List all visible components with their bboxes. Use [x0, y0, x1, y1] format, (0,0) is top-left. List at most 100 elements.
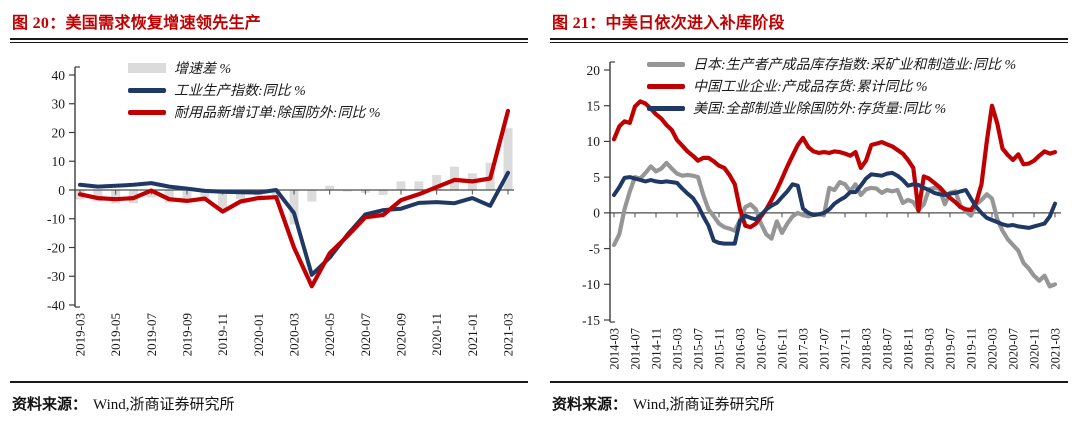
bar-0-6	[182, 190, 192, 203]
x-axis-label: 2019-03	[923, 328, 937, 370]
y-axis-label: -10	[582, 277, 600, 292]
bar-0-12	[289, 190, 299, 225]
legend-item: 工业生产指数:同比 %	[128, 79, 381, 101]
legend-item: 中国工业企业:产成品存货:累计同比 %	[647, 75, 1016, 97]
source-label: 资料来源：	[12, 397, 88, 413]
legend-swatch	[647, 105, 685, 111]
x-axis-label: 2019-05	[108, 313, 123, 356]
legend-item: 耐用品新增订单:除国防外:同比 %	[128, 101, 381, 123]
y-axis-label: -20	[47, 240, 65, 255]
legend-item: 美国:全部制造业除国防外:存货量:同比 %	[647, 97, 1016, 119]
x-axis-label: 2015-07	[692, 328, 706, 370]
legend-label: 工业生产指数:同比 %	[174, 84, 306, 99]
x-axis-label: 2020-11	[1028, 328, 1042, 369]
y-axis-label: 20	[52, 125, 66, 140]
figure-20-title: 图 20：美国需求恢复增速领先生产	[12, 15, 262, 32]
x-axis-label: 2018-07	[881, 328, 895, 370]
y-axis-label: 15	[587, 99, 601, 114]
x-axis-label: 2014-03	[608, 328, 622, 370]
title-rule-thin	[10, 42, 528, 43]
x-axis-label: 2019-03	[73, 313, 88, 356]
legend-item: 日本:生产者产成品库存指数:采矿业和制造业:同比 %	[647, 53, 1016, 75]
x-axis-label: 2020-11	[429, 313, 444, 356]
bar-0-11	[271, 190, 281, 198]
x-axis-label: 2020-09	[394, 313, 409, 356]
y-axis-label: -5	[589, 241, 600, 256]
legend-swatch	[647, 61, 685, 67]
y-axis-label: 10	[587, 134, 601, 149]
y-axis-label: -40	[47, 298, 65, 313]
x-axis-label: 2016-03	[734, 328, 748, 370]
bar-0-5	[164, 190, 174, 203]
x-axis-label: 2014-11	[650, 328, 664, 369]
series-line-1-0	[611, 160, 1058, 289]
report-figures-panel: 图 20：美国需求恢复增速领先生产 2019-03 2019-05 2019-07 2…	[0, 0, 1080, 414]
title-rule-thin	[550, 42, 1068, 43]
figure-20-legend: 增速差 % 工业生产指数:同比 % 耐用品新增订单:除国防外:同比 %	[128, 57, 381, 123]
x-axis-label: 2015-03	[671, 328, 685, 370]
bar-0-13	[307, 190, 317, 202]
figure-21-title: 图 21：中美日依次进入补库阶段	[552, 15, 785, 32]
x-axis-label: 2017-03	[797, 328, 811, 370]
figure-21-chart-canvas: 2014-03 2014-07 2014-11 2015-03 2015-07 2015-…	[582, 61, 1063, 370]
x-axis-label: 2021-03	[1049, 328, 1063, 370]
y-axis-label: 20	[587, 63, 601, 78]
bar-0-19	[414, 181, 424, 190]
x-axis-label: 2020-03	[287, 313, 302, 356]
x-axis-label: 2018-03	[860, 328, 874, 370]
x-axis-label: 2019-07	[944, 328, 958, 370]
source-value: Wind,浙商证券研究所	[93, 397, 235, 413]
series-line-0-0	[78, 170, 510, 277]
source-value: Wind,浙商证券研究所	[633, 397, 775, 413]
x-axis-label: 2016-11	[776, 328, 790, 369]
source-label: 资料来源：	[552, 397, 628, 413]
legend-label: 日本:生产者产成品库存指数:采矿业和制造业:同比 %	[693, 58, 1017, 73]
y-axis-label: 5	[593, 170, 600, 185]
x-axis-label: 2021-01	[465, 313, 480, 356]
y-axis-label: 40	[52, 68, 66, 83]
bar-0-7	[200, 190, 210, 198]
figure-20-source: 资料来源： Wind,浙商证券研究所	[10, 381, 528, 414]
y-axis-label: 10	[52, 154, 66, 169]
x-axis-label: 2019-07	[144, 313, 159, 357]
bar-0-2	[111, 190, 121, 204]
bar-0-20	[432, 175, 442, 190]
title-rule-thick	[550, 38, 1068, 40]
y-axis-label: 0	[58, 183, 65, 198]
bar-0-17	[378, 190, 388, 195]
figure-21: 图 21：中美日依次进入补库阶段 2014-03 2014-07 2014-11 20…	[540, 0, 1080, 414]
x-axis-label: 2020-07	[358, 313, 373, 357]
x-axis-label: 2017-07	[818, 328, 832, 370]
x-axis-label: 2018-11	[902, 328, 916, 369]
title-rule-thick	[10, 38, 528, 40]
x-axis-label: 2020-03	[986, 328, 1000, 370]
figure-21-source: 资料来源： Wind,浙商证券研究所	[550, 381, 1068, 414]
x-axis-label: 2016-07	[755, 328, 769, 370]
series-line-1-1	[611, 99, 1058, 230]
x-axis-label: 2020-01	[251, 313, 266, 356]
x-axis-label: 2020-05	[322, 313, 337, 356]
legend-label: 增速差 %	[174, 62, 232, 77]
x-axis-label: 2019-11	[965, 328, 979, 369]
figure-21-chart-area: 2014-03 2014-07 2014-11 2015-03 2015-07 2015-…	[550, 43, 1068, 379]
bar-0-1	[93, 190, 103, 202]
x-axis-label: 2015-11	[713, 328, 727, 369]
bar-0-24	[503, 128, 513, 190]
x-axis-label: 2020-07	[1007, 328, 1021, 370]
legend-label: 美国:全部制造业除国防外:存货量:同比 %	[693, 102, 947, 117]
figure-21-legend: 日本:生产者产成品库存指数:采矿业和制造业:同比 % 中国工业企业:产成品存货:累…	[647, 53, 1016, 119]
legend-swatch	[647, 83, 685, 89]
y-axis-label: 30	[52, 97, 66, 112]
x-axis-label: 2019-11	[215, 313, 230, 356]
y-axis-label: -30	[47, 269, 65, 284]
legend-label: 中国工业企业:产成品存货:累计同比 %	[693, 80, 928, 95]
x-axis-label: 2019-09	[180, 313, 195, 356]
bar-0-14	[325, 185, 335, 190]
series-line-0-1	[77, 108, 511, 289]
figure-20-chart-canvas: 2019-03 2019-05 2019-07 2019-09 2019-11 2020-…	[47, 66, 516, 357]
figure-20: 图 20：美国需求恢复增速领先生产 2019-03 2019-05 2019-07 2…	[0, 0, 540, 414]
legend-swatch	[128, 63, 166, 73]
x-axis-label: 2017-11	[839, 328, 853, 369]
figure-20-chart-area: 2019-03 2019-05 2019-07 2019-09 2019-11 2020-…	[10, 43, 528, 379]
x-axis-label: 2021-03	[501, 313, 516, 356]
